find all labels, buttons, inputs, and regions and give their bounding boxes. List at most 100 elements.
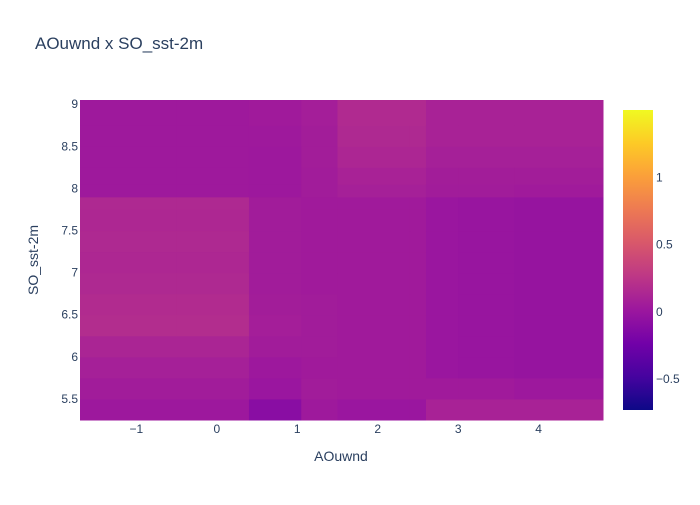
heatmap-cell xyxy=(425,251,459,274)
heatmap-cell xyxy=(514,184,604,198)
heatmap-cell xyxy=(458,167,515,185)
heatmap-cell xyxy=(425,356,459,379)
heatmap-cell xyxy=(425,146,459,168)
heatmap-cell xyxy=(80,100,178,126)
heatmap-cell xyxy=(80,251,178,274)
heatmap-cell xyxy=(458,398,515,421)
heatmap-cell xyxy=(409,377,427,400)
heatmap-cell xyxy=(514,209,604,232)
heatmap-cell xyxy=(176,314,250,337)
heatmap-cell xyxy=(409,356,427,379)
heatmap-cell xyxy=(176,356,250,379)
heatmap-cells xyxy=(80,100,604,421)
heatmap-cell xyxy=(248,100,302,126)
x-tick-label: 4 xyxy=(535,422,542,436)
x-tick-label: 2 xyxy=(374,422,381,436)
heatmap-cell xyxy=(248,398,302,421)
heatmap-cell xyxy=(80,335,178,358)
heatmap-cell xyxy=(409,251,427,274)
x-tick-label: 1 xyxy=(294,422,301,436)
heatmap-cell xyxy=(409,230,427,253)
heatmap-cell xyxy=(301,184,338,198)
heatmap-cell xyxy=(248,167,302,185)
heatmap-cell xyxy=(337,230,411,253)
heatmap-cell xyxy=(409,125,427,147)
heatmap-cell xyxy=(514,314,604,337)
heatmap-cell xyxy=(80,125,178,147)
heatmap-cell xyxy=(337,335,411,358)
heatmap-cell xyxy=(409,398,427,421)
heatmap-cell xyxy=(176,146,250,168)
heatmap-cell xyxy=(514,167,604,185)
heatmap-cell xyxy=(458,377,515,400)
heatmap-cell xyxy=(80,314,178,337)
heatmap-cell xyxy=(248,314,302,337)
heatmap-cell xyxy=(301,196,338,210)
heatmap-cell xyxy=(458,314,515,337)
chart-title: AOuwnd x SO_sst-2m xyxy=(35,34,204,53)
heatmap-cell xyxy=(425,377,459,400)
y-tick-label: 7 xyxy=(71,266,78,280)
heatmap-cell xyxy=(425,314,459,337)
heatmap-cell xyxy=(176,293,250,316)
heatmap-cell xyxy=(176,398,250,421)
heatmap-cell xyxy=(514,125,604,147)
x-axis-title: AOuwnd xyxy=(314,448,368,464)
heatmap-cell xyxy=(337,293,411,316)
heatmap-cell xyxy=(248,377,302,400)
heatmap-cell xyxy=(409,146,427,168)
colorbar-tick-label: 1 xyxy=(656,170,663,184)
heatmap-cell xyxy=(458,230,515,253)
heatmap-cell xyxy=(301,377,338,400)
heatmap-cell xyxy=(409,184,427,198)
heatmap-cell xyxy=(301,230,338,253)
heatmap-cell xyxy=(458,251,515,274)
heatmap-cell xyxy=(458,184,515,198)
heatmap-cell xyxy=(176,209,250,232)
heatmap-cell xyxy=(176,251,250,274)
colorbar-tick-label: 0.5 xyxy=(656,238,673,252)
y-tick-label: 9 xyxy=(71,97,78,111)
heatmap-cell xyxy=(458,125,515,147)
heatmap-cell xyxy=(337,196,411,210)
y-axis-ticks: 5.5 6 6.5 7 7.5 8 8.5 9 xyxy=(61,97,78,406)
heatmap-cell xyxy=(337,398,411,421)
heatmap-cell xyxy=(425,335,459,358)
heatmap-cell xyxy=(80,146,178,168)
x-tick-label: 3 xyxy=(455,422,462,436)
heatmap-cell xyxy=(409,196,427,210)
heatmap-cell xyxy=(458,272,515,295)
heatmap-cell xyxy=(425,196,459,210)
heatmap-cell xyxy=(301,356,338,379)
heatmap-cell xyxy=(409,100,427,126)
heatmap-cell xyxy=(248,356,302,379)
heatmap-cell xyxy=(514,398,604,421)
heatmap-cell xyxy=(514,293,604,316)
heatmap-cell xyxy=(248,184,302,198)
heatmap-cell xyxy=(458,356,515,379)
heatmap-cell xyxy=(425,209,459,232)
heatmap-cell xyxy=(301,167,338,185)
heatmap-cell xyxy=(514,196,604,210)
colorbar-ticks: −0.5 0 0.5 1 xyxy=(656,170,680,386)
heatmap-cell xyxy=(176,230,250,253)
heatmap-cell xyxy=(337,184,411,198)
heatmap-cell xyxy=(425,398,459,421)
heatmap-cell xyxy=(176,184,250,198)
heatmap-cell xyxy=(248,196,302,210)
colorbar-tick-label: 0 xyxy=(656,305,663,319)
x-tick-label: 0 xyxy=(213,422,220,436)
heatmap-cell xyxy=(80,209,178,232)
heatmap-cell xyxy=(248,230,302,253)
heatmap-cell xyxy=(458,209,515,232)
heatmap-cell xyxy=(337,356,411,379)
heatmap-cell xyxy=(337,377,411,400)
heatmap-cell xyxy=(80,230,178,253)
heatmap-cell xyxy=(425,125,459,147)
heatmap-cell xyxy=(176,335,250,358)
y-tick-label: 6 xyxy=(71,350,78,364)
heatmap-cell xyxy=(248,272,302,295)
heatmap-cell xyxy=(176,377,250,400)
